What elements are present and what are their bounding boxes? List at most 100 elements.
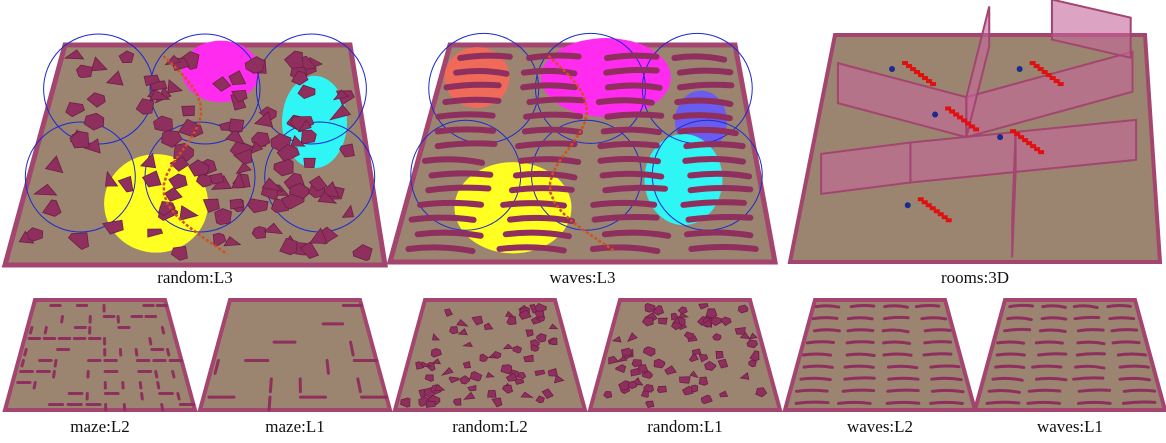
wall [687, 233, 750, 236]
wall [807, 342, 833, 343]
wall [603, 174, 662, 177]
wall [1113, 342, 1139, 343]
obstacle [488, 390, 496, 397]
wall [446, 85, 498, 88]
obstacle [706, 309, 717, 318]
wall [884, 342, 910, 343]
wall [142, 394, 143, 400]
wall [599, 100, 652, 102]
wall [997, 354, 1024, 355]
node [932, 111, 938, 117]
figure: random:L3waves:L3rooms:3Dmaze:L2maze:L1r… [0, 0, 1166, 443]
wall [922, 318, 946, 319]
wall [1036, 342, 1062, 343]
wall [62, 317, 63, 323]
wall [600, 144, 656, 146]
path-marker [1058, 82, 1064, 86]
wall [506, 233, 569, 237]
caption: waves:L3 [549, 268, 615, 287]
region [182, 41, 260, 103]
node [905, 202, 911, 208]
wall [521, 159, 578, 162]
wall [500, 247, 564, 250]
wall [931, 402, 963, 403]
wall [604, 130, 659, 133]
floor [200, 300, 390, 410]
wall [680, 85, 731, 88]
obstacle [679, 377, 690, 384]
wall [1036, 378, 1065, 379]
wall [529, 100, 582, 103]
path-marker [946, 218, 952, 222]
obstacle [182, 106, 195, 116]
wall [847, 354, 874, 355]
wall [605, 188, 665, 190]
path-marker [973, 127, 979, 131]
wall [803, 354, 830, 355]
scene: rooms:3D [790, 0, 1160, 287]
wall [606, 70, 657, 73]
wall [884, 317, 908, 318]
wall [925, 342, 951, 343]
wall [162, 328, 163, 334]
wall [1077, 354, 1104, 355]
wall [608, 85, 660, 87]
wall [1042, 318, 1066, 319]
wall [460, 56, 510, 58]
wall [269, 397, 270, 410]
wall [529, 56, 579, 58]
wall [885, 306, 908, 307]
obstacle [301, 130, 316, 144]
node [997, 134, 1003, 140]
wall [593, 203, 654, 205]
wall [851, 305, 874, 306]
obstacle [450, 327, 458, 334]
wall [45, 328, 46, 334]
wall [887, 402, 919, 403]
wall [173, 372, 174, 378]
wall [801, 378, 830, 379]
wall [814, 330, 839, 331]
wall [691, 247, 755, 249]
scene: random:L1 [590, 300, 780, 436]
wall [22, 361, 23, 367]
wall [55, 361, 56, 367]
caption: waves:L1 [1037, 417, 1103, 436]
obstacle [229, 119, 244, 132]
obstacle [230, 199, 244, 209]
wall [816, 306, 839, 307]
wall [593, 247, 658, 251]
obstacle [658, 318, 667, 324]
wall [1078, 342, 1104, 344]
wall [1078, 402, 1110, 403]
obstacle [699, 377, 707, 385]
wall [1120, 378, 1150, 380]
wall [156, 372, 157, 378]
wall [987, 402, 1019, 403]
wall [140, 383, 141, 389]
wall [924, 354, 951, 355]
wall [686, 144, 742, 146]
wall [690, 174, 749, 177]
wall [677, 100, 730, 104]
node [889, 66, 895, 72]
wall [1029, 390, 1060, 391]
wall [804, 366, 832, 367]
wall [168, 350, 169, 356]
caption: rooms:3D [941, 268, 1009, 287]
scene: random:L2 [395, 300, 585, 436]
wall [456, 71, 506, 74]
wall [797, 390, 828, 391]
obstacle [304, 158, 316, 167]
wall [845, 366, 873, 367]
wall [845, 378, 874, 379]
wall [1074, 306, 1097, 308]
wall [1028, 402, 1060, 403]
wall [54, 372, 55, 378]
wall [523, 85, 575, 87]
wall [916, 305, 939, 306]
wall [1010, 305, 1033, 306]
wall [438, 114, 492, 116]
scene: waves:L2 [785, 300, 975, 436]
wall [1079, 390, 1109, 391]
